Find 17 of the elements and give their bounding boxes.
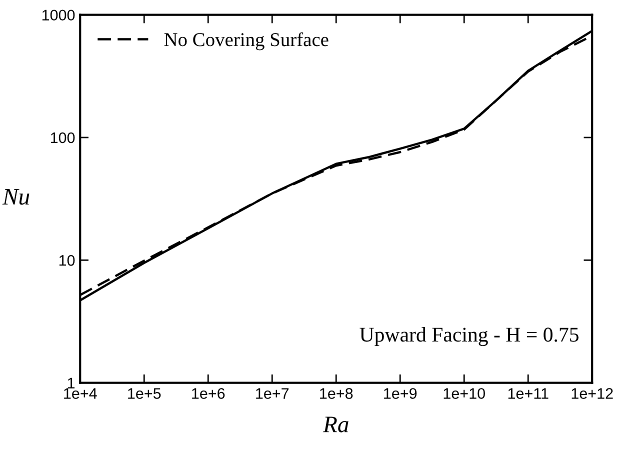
- y-tick-label: 1000: [42, 10, 75, 21]
- x-tick-label: 1e+9: [384, 388, 417, 399]
- x-tick-label: 1e+8: [320, 388, 353, 399]
- y-axis-title: Nu: [2, 189, 30, 205]
- x-axis-title: Ra: [322, 416, 348, 432]
- x-tick-label: 1e+10: [444, 388, 485, 399]
- y-tick-label: 100: [50, 132, 75, 144]
- x-tick-label: 1e+4: [64, 388, 97, 399]
- x-tick-label: 1e+11: [508, 388, 548, 399]
- x-tick-label: 1e+6: [192, 388, 225, 399]
- x-tick-label: 1e+12: [572, 388, 613, 399]
- y-tick-label: 1: [68, 378, 75, 388]
- annotation: Upward Facing - H = 0.75: [360, 327, 578, 346]
- x-tick-label: 1e+5: [128, 388, 161, 399]
- x-tick-label: 1e+7: [256, 388, 289, 399]
- legend-label: No Covering Surface: [164, 32, 328, 50]
- y-tick-label: 10: [59, 255, 75, 266]
